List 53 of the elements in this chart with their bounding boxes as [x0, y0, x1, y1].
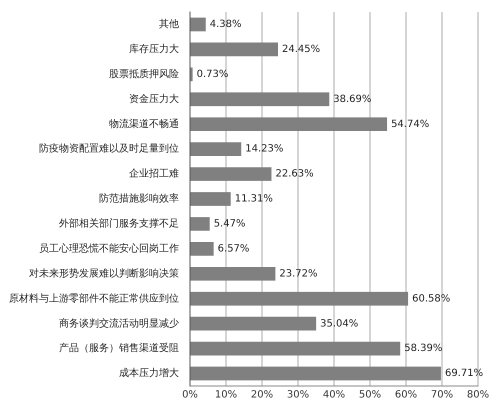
x-tick-label: 40% — [322, 390, 346, 401]
x-tick-label: 20% — [250, 390, 274, 401]
data-label: 23.72% — [279, 268, 318, 280]
y-tick-label: 企业招工难 — [129, 168, 179, 180]
y-tick-label: 防疫物资配置难以及时足量到位 — [39, 142, 179, 155]
data-label: 11.31% — [234, 194, 273, 205]
x-tick-label: 70% — [430, 390, 454, 401]
data-label: 54.74% — [391, 118, 430, 130]
data-label: 6.57% — [218, 243, 250, 254]
y-tick-label: 其他 — [159, 18, 179, 30]
bar — [190, 342, 400, 356]
data-label: 5.47% — [214, 218, 246, 230]
bar — [190, 217, 210, 231]
bar — [190, 316, 316, 331]
data-label: 4.38% — [210, 19, 242, 30]
bar — [190, 18, 206, 32]
y-tick-label: 防范措施影响效率 — [99, 192, 179, 205]
y-tick-label: 商务谈判交流活动明显减少 — [59, 317, 179, 330]
data-label: 58.39% — [404, 343, 442, 354]
data-label: 0.73% — [196, 68, 228, 80]
y-tick-label: 员工心理恐慌不能安心回岗工作 — [39, 242, 179, 254]
bar — [190, 266, 276, 281]
y-tick-label: 资金压力大 — [129, 92, 179, 105]
bar — [190, 167, 272, 181]
x-tick-label: 80% — [466, 390, 490, 401]
data-label: 69.71% — [444, 368, 484, 380]
x-tick-label: 30% — [286, 390, 310, 401]
bar — [190, 42, 278, 56]
bar — [190, 242, 214, 256]
bar — [190, 366, 441, 380]
y-tick-label: 产品（服务）销售渠道受阻 — [59, 342, 179, 354]
y-tick-label: 股票抵质押风险 — [109, 68, 179, 80]
data-label: 24.45% — [282, 44, 320, 55]
x-tick-label: 10% — [214, 390, 238, 401]
y-tick-label: 对未来形势发展难以判断影响决策 — [29, 267, 179, 280]
bar — [190, 142, 242, 156]
y-tick-label: 物流渠道不畅通 — [109, 118, 179, 130]
x-tick-label: 0% — [182, 390, 198, 401]
x-tick-label: 50% — [358, 390, 382, 401]
bar — [190, 292, 408, 306]
data-label: 60.58% — [412, 293, 450, 304]
y-tick-label: 库存压力大 — [129, 42, 179, 55]
data-label: 38.69% — [333, 94, 372, 105]
bar — [190, 92, 330, 106]
bar — [190, 192, 231, 206]
y-tick-label: 外部相关部门服务支撑不足 — [59, 218, 179, 230]
y-tick-label: 成本压力增大 — [119, 367, 179, 380]
x-tick-label: 60% — [394, 390, 418, 401]
data-label: 22.63% — [275, 168, 314, 180]
y-tick-label: 原材料与上游零部件不能正常供应到位 — [9, 292, 179, 304]
bar — [190, 117, 388, 132]
data-label: 35.04% — [320, 318, 358, 330]
data-label: 14.23% — [245, 144, 284, 155]
